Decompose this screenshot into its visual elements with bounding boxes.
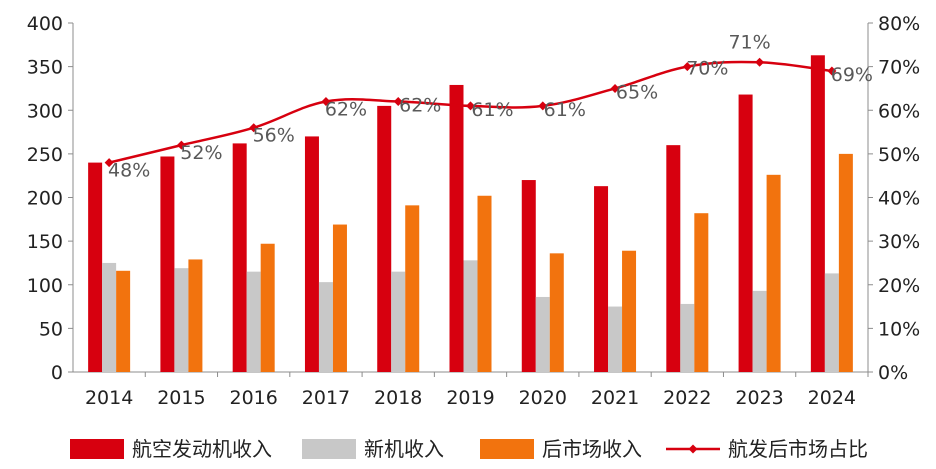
left-tick-label: 50 [39, 318, 63, 340]
right-tick-label: 40% [878, 188, 920, 210]
right-tick-label: 30% [878, 231, 920, 253]
line-point-2017 [321, 97, 331, 107]
bar-2-2016 [246, 271, 261, 372]
bar-3-2023 [766, 174, 781, 372]
line-data-label: 71% [728, 31, 770, 53]
bar-3-2022 [694, 213, 709, 372]
left-tick-label: 250 [27, 144, 63, 166]
bar-1-2018 [377, 105, 392, 372]
legend-swatch-1 [70, 439, 124, 459]
left-tick-label: 350 [27, 57, 63, 79]
bar-1-2016 [232, 143, 247, 372]
line-data-label: 65% [616, 81, 658, 103]
line-data-label: 56% [253, 125, 295, 147]
bar-1-2022 [666, 145, 681, 372]
bar-2-2022 [680, 303, 695, 372]
right-tick-label: 50% [878, 144, 920, 166]
bar-2-2014 [102, 262, 117, 372]
bar-2-2021 [608, 306, 623, 372]
bar-2-2020 [535, 296, 550, 372]
right-tick-label: 80% [878, 13, 920, 35]
bar-3-2016 [260, 243, 275, 372]
legend-label: 航空发动机收入 [132, 437, 272, 461]
line-point-2021 [610, 83, 620, 93]
bar-2-2017 [318, 282, 333, 372]
bar-2-2023 [752, 290, 767, 372]
x-tick-label: 2021 [591, 387, 639, 409]
x-tick-label: 2022 [663, 387, 711, 409]
line-point-2014 [104, 158, 114, 168]
bar-3-2018 [405, 205, 420, 372]
bar-2-2018 [391, 271, 406, 372]
legend-swatch-3 [480, 439, 534, 459]
bar-1-2021 [594, 186, 609, 372]
line-data-label: 52% [180, 142, 222, 164]
right-tick-label: 70% [878, 57, 920, 79]
line-point-2020 [538, 101, 548, 111]
left-tick-label: 200 [27, 188, 63, 210]
legend-swatch-2 [302, 439, 356, 459]
line-data-label: 61% [544, 99, 586, 121]
line-data-label: 70% [686, 58, 728, 80]
x-tick-label: 2020 [519, 387, 567, 409]
line-data-label: 69% [831, 64, 873, 86]
bar-1-2023 [738, 94, 753, 373]
line-point-2016 [249, 123, 259, 133]
line-data-label: 62% [399, 95, 441, 117]
bar-3-2021 [622, 250, 637, 372]
right-tick-label: 10% [878, 318, 920, 340]
bar-1-2017 [304, 136, 319, 372]
bar-2-2015 [174, 268, 189, 372]
line-point-2018 [393, 97, 403, 107]
line-point-2019 [466, 101, 475, 111]
right-tick-label: 0% [878, 362, 908, 384]
x-tick-label: 2014 [85, 387, 133, 409]
legend-label: 新机收入 [364, 437, 444, 461]
left-tick-label: 0 [51, 362, 63, 384]
x-tick-label: 2019 [446, 387, 494, 409]
legend-marker [688, 444, 698, 454]
bar-1-2024 [810, 55, 825, 372]
left-tick-label: 400 [27, 13, 63, 35]
bar-1-2014 [88, 162, 103, 372]
bar-2-2019 [463, 260, 478, 372]
left-tick-label: 150 [27, 231, 63, 253]
line-data-label: 62% [325, 99, 367, 121]
x-tick-label: 2015 [157, 387, 205, 409]
bar-3-2017 [332, 224, 347, 372]
legend-label: 后市场收入 [542, 437, 642, 461]
bar-3-2019 [477, 195, 492, 372]
line-point-2022 [682, 62, 692, 72]
line-data-label: 61% [471, 99, 513, 121]
x-tick-label: 2018 [374, 387, 422, 409]
right-tick-label: 60% [878, 100, 920, 122]
x-tick-label: 2023 [735, 387, 783, 409]
bar-3-2024 [838, 153, 853, 372]
left-tick-label: 300 [27, 100, 63, 122]
x-tick-label: 2016 [230, 387, 278, 409]
x-tick-label: 2017 [302, 387, 350, 409]
bar-2-2024 [824, 273, 839, 372]
right-tick-label: 20% [878, 275, 920, 297]
line-point-2023 [755, 57, 765, 67]
left-tick-label: 100 [27, 275, 63, 297]
bar-3-2020 [549, 253, 564, 372]
bar-1-2020 [521, 180, 536, 372]
legend-label: 航发后市场占比 [728, 437, 868, 461]
bar-3-2015 [188, 259, 203, 372]
bar-1-2015 [160, 156, 175, 372]
line-point-2015 [176, 140, 186, 150]
bar-3-2014 [116, 270, 131, 372]
bar-1-2019 [449, 84, 464, 372]
x-tick-label: 2024 [808, 387, 856, 409]
line-data-label: 48% [108, 160, 150, 182]
line-point-2024 [827, 66, 837, 76]
